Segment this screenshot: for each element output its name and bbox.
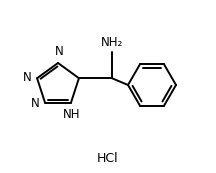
Text: N: N	[31, 97, 40, 110]
Text: HCl: HCl	[97, 153, 119, 166]
Text: N: N	[23, 71, 32, 84]
Text: NH: NH	[63, 108, 81, 121]
Text: NH₂: NH₂	[101, 36, 123, 49]
Text: N: N	[55, 45, 63, 58]
